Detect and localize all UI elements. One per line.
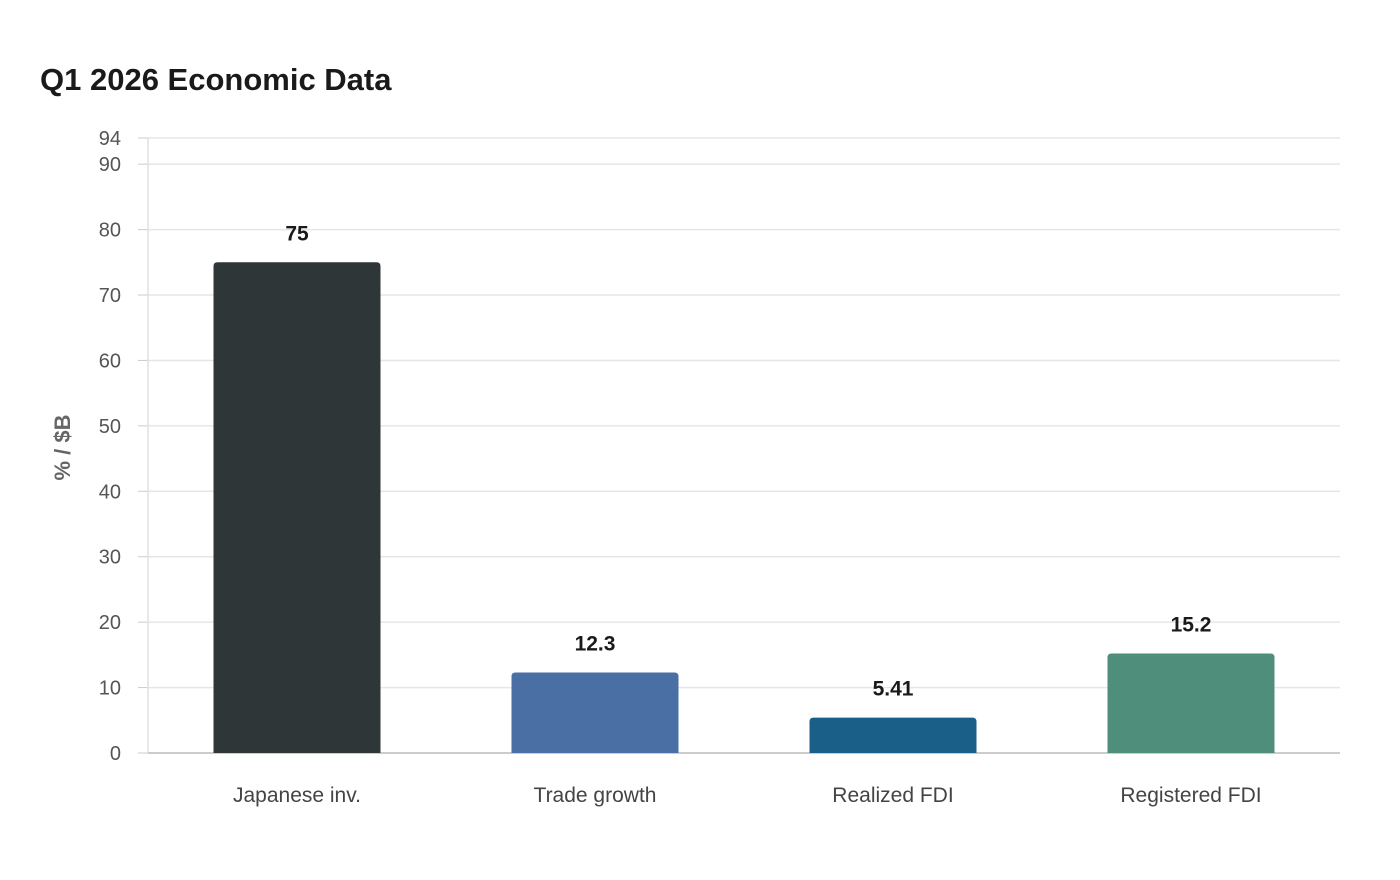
bar-realized-fdi[interactable] (809, 717, 977, 753)
data-label: 75 (285, 222, 309, 245)
y-tick-label: 80 (99, 220, 121, 242)
y-axis-title: % / $B (50, 414, 75, 480)
y-tick-label: 50 (99, 416, 121, 438)
x-category-label: Japanese inv. (233, 784, 361, 807)
chart-title: Q1 2026 Economic Data (40, 62, 392, 97)
x-category-label: Realized FDI (832, 784, 953, 807)
y-tick-label: 90 (99, 154, 121, 176)
y-tick-label: 10 (99, 678, 121, 700)
data-label: 5.41 (873, 678, 914, 701)
y-tick-label: 40 (99, 481, 121, 503)
y-tick-label: 0 (110, 743, 121, 765)
y-tick-label: 20 (99, 612, 121, 634)
y-tick-label: 70 (99, 285, 121, 307)
data-label: 15.2 (1171, 614, 1212, 637)
y-tick-label: 94 (99, 128, 121, 150)
bar-trade-growth[interactable] (511, 672, 679, 753)
bars (213, 262, 1275, 753)
y-tick-label: 60 (99, 350, 121, 372)
labels: 0 10 20 30 40 50 60 70 80 90 94 % / $B 75 Japanese in… (50, 128, 1262, 807)
bar-japanese-inv[interactable] (213, 262, 381, 753)
data-label: 12.3 (575, 633, 616, 656)
bar-registered-fdi[interactable] (1107, 653, 1275, 753)
y-tick-label: 30 (99, 547, 121, 569)
x-category-label: Trade growth (534, 784, 657, 807)
x-category-label: Registered FDI (1120, 784, 1261, 807)
